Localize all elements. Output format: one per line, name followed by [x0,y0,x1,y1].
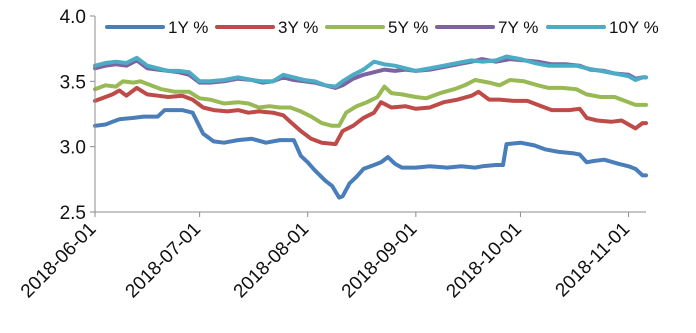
y-tick-label: 2.5 [60,203,86,224]
x-tick-label: 2018-06-01 [17,219,101,303]
legend-label: 3Y % [278,18,318,37]
legend-label: 7Y % [498,18,538,37]
series-line-5 [93,54,648,89]
x-tick-label: 2018-08-01 [230,219,314,303]
legend-label: 10Y % [609,18,659,37]
plot-area: 2.5 3.0 3.5 4.0 2018-06-01 2018-07-01 2018-08… [17,7,648,302]
y-tick-label: 4.0 [60,7,86,28]
x-tick-label: 2018-07-01 [122,219,206,303]
x-tick-label: 2018-11-01 [552,219,635,302]
y-axis-ticks: 2.5 3.0 3.5 4.0 [60,7,95,224]
x-tick-label: 2018-10-01 [442,219,526,303]
legend: 1Y % 3Y % 5Y % 7Y % 10Y % [105,18,659,37]
legend-label: 5Y % [388,18,428,37]
series-line-3 [93,78,648,128]
series-line-1 [93,108,648,200]
legend-label: 1Y % [168,18,208,37]
y-tick-label: 3.5 [60,72,86,93]
series-line-2 [93,85,648,147]
series-lines [93,54,648,200]
x-tick-label: 2018-09-01 [338,219,422,303]
y-tick-label: 3.0 [60,138,86,159]
x-axis-ticks: 2018-06-01 2018-07-01 2018-08-01 2018-09-01… [17,212,634,302]
